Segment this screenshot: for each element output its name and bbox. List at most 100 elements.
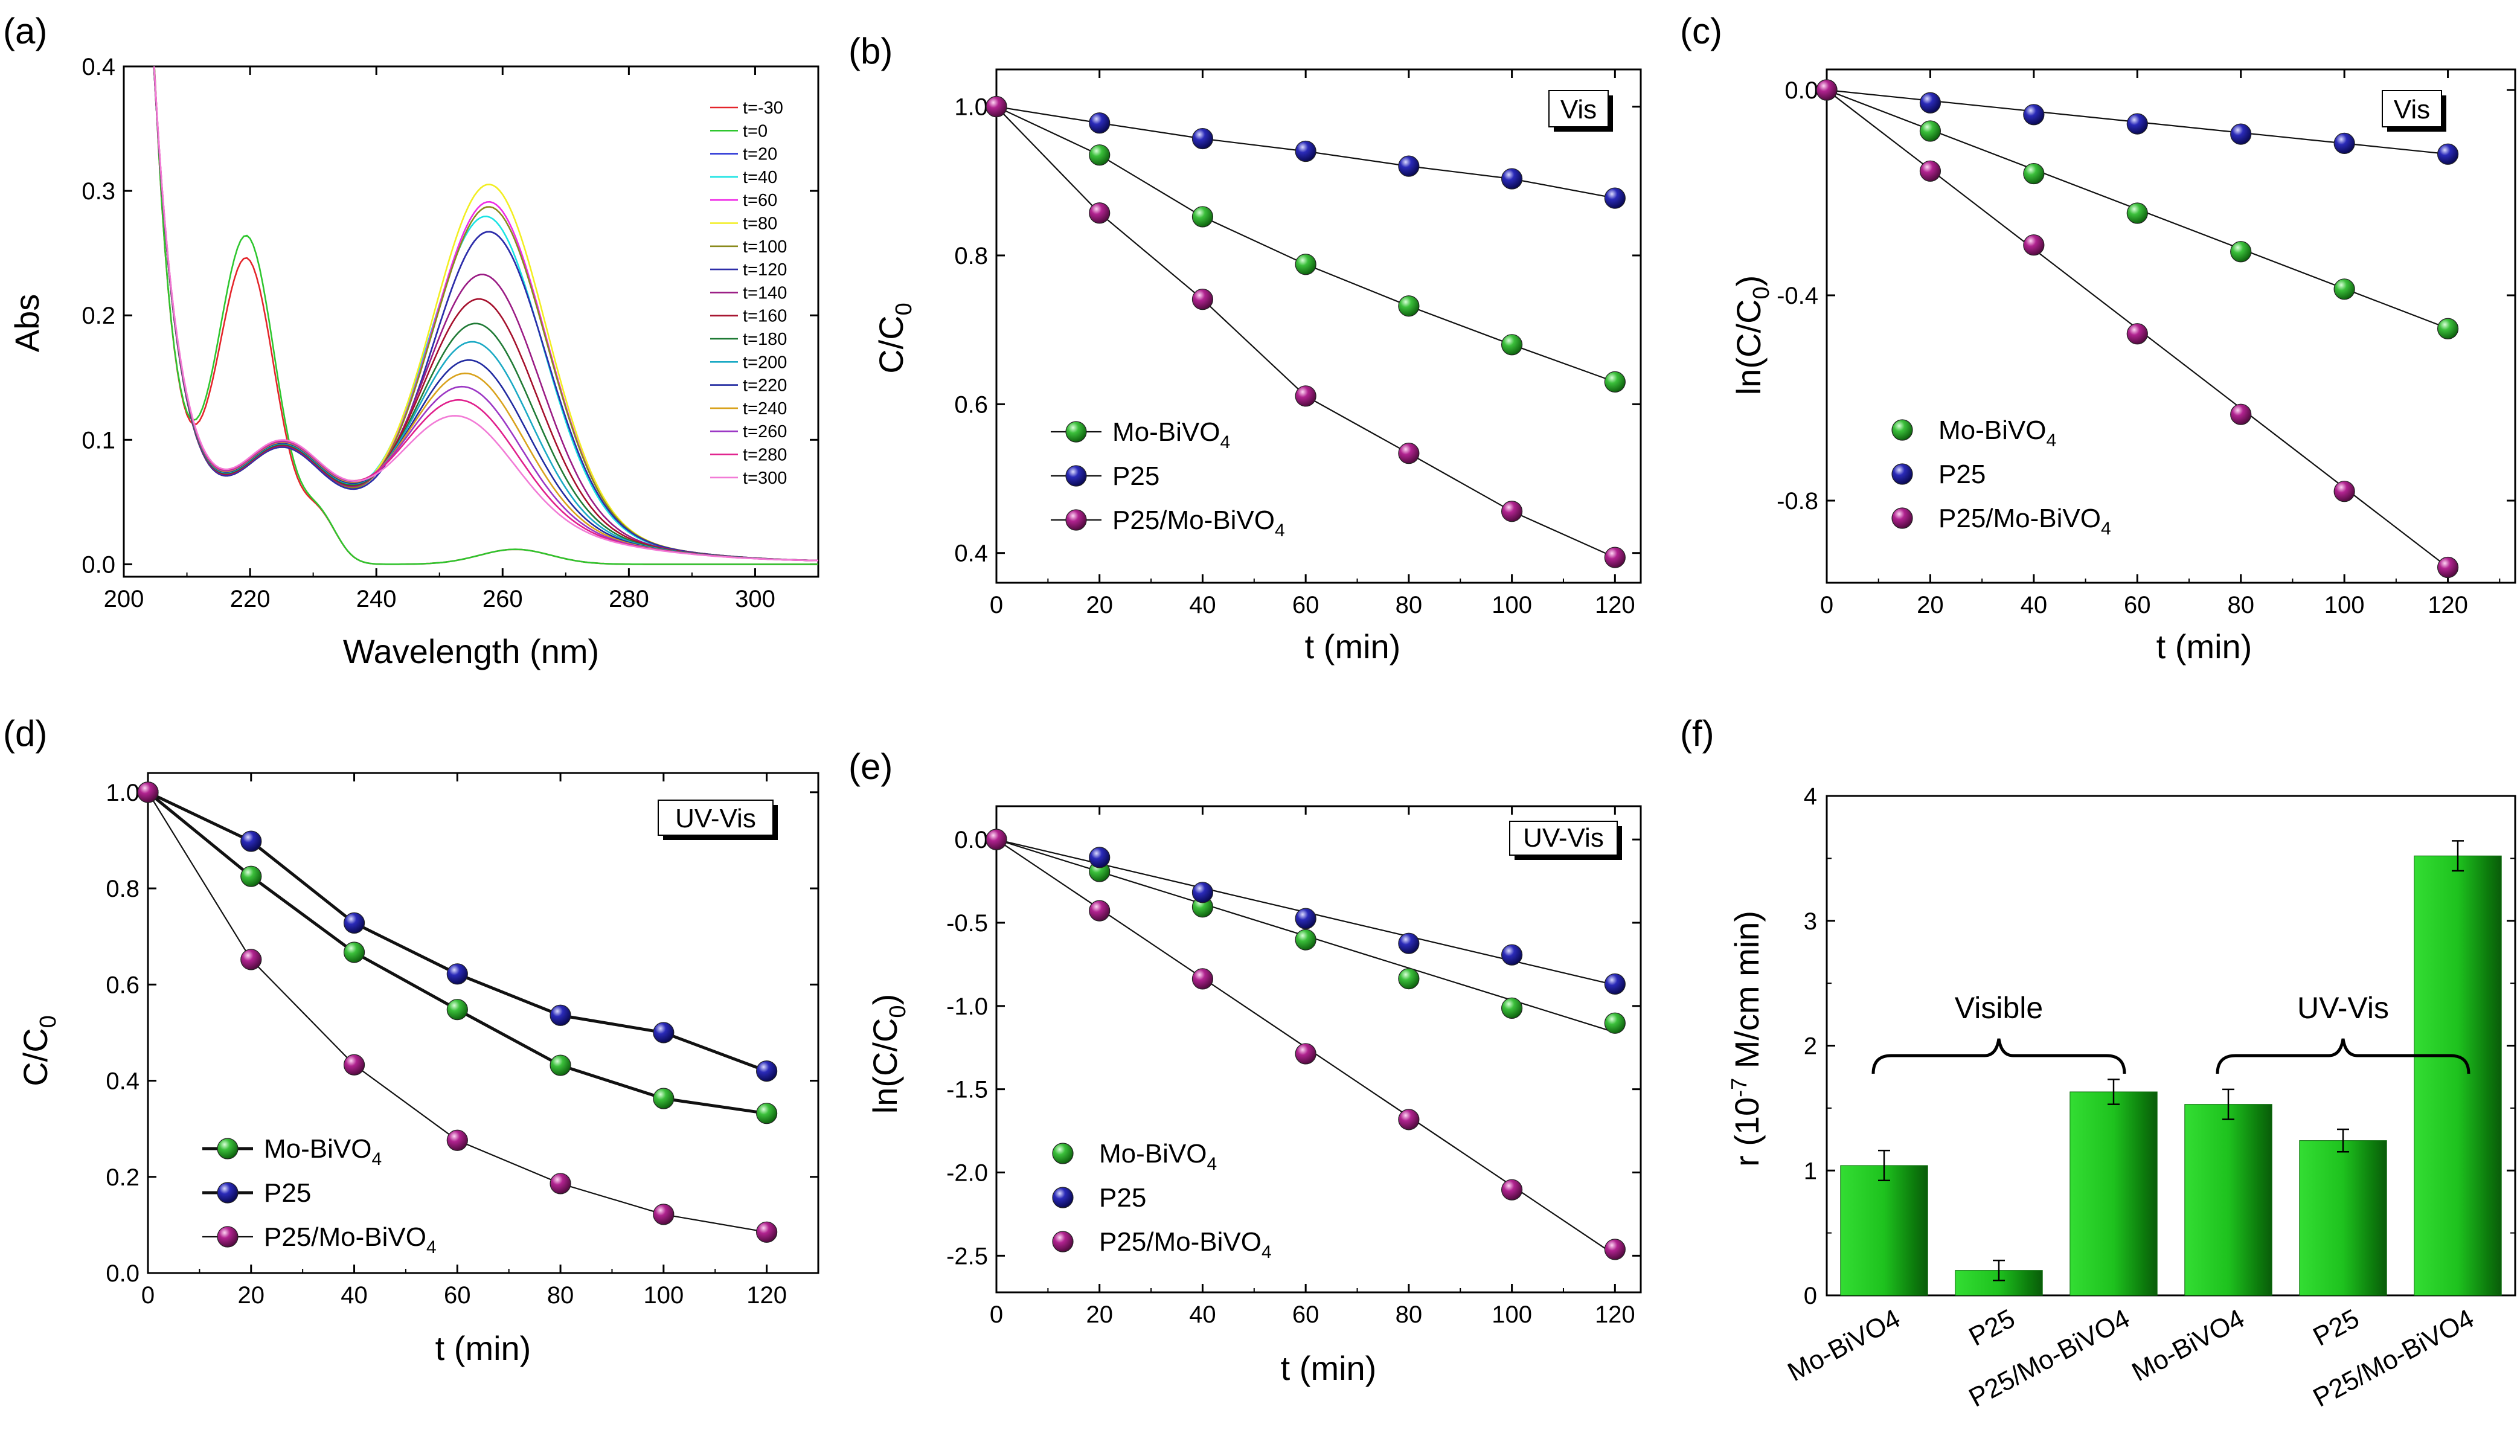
x-tick-label: 60 xyxy=(2124,592,2151,618)
legend-label-main: P25 xyxy=(1938,460,1986,489)
data-point-2-4 xyxy=(2230,403,2252,425)
legend-label-2: t=20 xyxy=(743,145,777,164)
y-tick-label: -2.5 xyxy=(946,1243,988,1269)
legend-label-sub: 4 xyxy=(371,1149,382,1169)
panel-e-plot xyxy=(986,829,1626,1260)
curve-t=60 xyxy=(153,66,818,562)
data-point-2-0 xyxy=(137,781,159,803)
data-point-2-4 xyxy=(1398,443,1420,464)
x-tick-label: 220 xyxy=(230,586,271,612)
data-point-2-5 xyxy=(653,1204,675,1225)
legend-label-9: t=160 xyxy=(743,307,787,326)
x-tick-label: 0 xyxy=(990,592,1003,618)
curve-t=20 xyxy=(153,66,818,562)
panel-d-tag: UV-Vis xyxy=(658,800,778,840)
panel-c-legend: Mo-BiVO4 P25 P25/Mo-BiVO4 xyxy=(1891,415,2111,539)
curve-t=220 xyxy=(153,66,818,562)
legend-label-main: Mo-BiVO xyxy=(264,1134,371,1164)
y-tick-label: 4 xyxy=(1804,783,1817,810)
legend-marker-2 xyxy=(1052,1231,1074,1252)
x-tick-label: 80 xyxy=(2227,592,2254,618)
x-tick-label: 60 xyxy=(444,1282,471,1309)
data-point-2-1 xyxy=(1089,202,1111,224)
legend-marker-1 xyxy=(217,1182,239,1204)
data-point-2-3 xyxy=(2126,323,2148,345)
panel-f-axes: 0 1 2 3 4 xyxy=(1804,783,2516,1309)
legend-label-0: Mo-BiVO4 xyxy=(1099,1139,1217,1174)
legend-label-15: t=280 xyxy=(743,446,787,465)
x-tick-label: 100 xyxy=(1492,592,1532,618)
data-point-1-3 xyxy=(1295,908,1316,929)
panel-c-frame xyxy=(1826,68,2516,584)
data-point-2-3 xyxy=(446,1129,468,1151)
legend-label-main: Mo-BiVO xyxy=(1099,1139,1207,1169)
legend-label-0: Mo-BiVO4 xyxy=(264,1134,382,1169)
curve-t=280 xyxy=(153,66,818,562)
x-tick-label: 280 xyxy=(609,586,649,612)
legend-marker-1 xyxy=(1052,1187,1074,1208)
y-tick-label: -1.0 xyxy=(946,993,988,1020)
x-tick-label: 100 xyxy=(1492,1301,1532,1328)
legend-label-2: P25/Mo-BiVO4 xyxy=(1938,504,2111,539)
legend-marker-1 xyxy=(1065,465,1087,487)
x-tick-label: 120 xyxy=(1595,1301,1635,1328)
data-point-0-1 xyxy=(240,865,262,887)
x-tick-label: 260 xyxy=(483,586,523,612)
legend-label-13: t=240 xyxy=(743,399,787,419)
data-point-0-6 xyxy=(1604,371,1626,393)
data-point-1-6 xyxy=(756,1060,778,1082)
panel-e-tag: UV-Vis xyxy=(1509,821,1622,860)
legend-label-12: t=220 xyxy=(743,376,787,396)
legend-label-0: t=-30 xyxy=(743,98,783,118)
x-tick-label: 40 xyxy=(2021,592,2048,618)
data-point-1-4 xyxy=(2230,123,2252,145)
bar-2 xyxy=(2070,1091,2158,1296)
y-tick-label: 1.0 xyxy=(106,780,139,806)
panel-d-frame xyxy=(147,772,819,1274)
panel-b-xlabel: t (min) xyxy=(1305,627,1401,665)
bar-0 xyxy=(1840,1165,1928,1296)
legend-label-sub: 4 xyxy=(1207,1154,1217,1174)
panel-c-label: (c) xyxy=(1680,11,1722,51)
data-point-1-2 xyxy=(343,912,365,934)
data-point-2-5 xyxy=(2333,481,2355,502)
y-tick-label: 0.4 xyxy=(954,540,988,567)
data-point-1-2 xyxy=(1191,127,1214,150)
legend-label-sub: 4 xyxy=(1275,521,1285,540)
y-tick-label: -2.0 xyxy=(946,1160,988,1187)
legend-label-main: P25/Mo-BiVO xyxy=(264,1222,426,1252)
bar-5 xyxy=(2414,855,2502,1296)
curve-t=40 xyxy=(153,66,818,562)
data-point-2-6 xyxy=(1604,547,1626,568)
data-point-2-3 xyxy=(1295,1043,1316,1065)
legend-label-0: Mo-BiVO4 xyxy=(1938,415,2056,451)
panel-f-frame xyxy=(1826,795,2516,1297)
panel-b-ylabel: C/C0 xyxy=(872,303,917,374)
panel-d-tag-text: UV-Vis xyxy=(675,804,756,833)
data-point-0-2 xyxy=(343,941,365,963)
legend-label-6: t=100 xyxy=(743,237,787,257)
x-tick-label: 240 xyxy=(356,586,397,612)
panel-a-xlabel: Wavelength (nm) xyxy=(343,632,599,670)
data-point-0-6 xyxy=(1604,1012,1626,1034)
curve-t=100 xyxy=(153,66,818,562)
data-point-2-4 xyxy=(1398,1109,1420,1130)
data-point-0-4 xyxy=(1398,968,1420,990)
data-point-0-1 xyxy=(1089,144,1111,166)
legend-label-2: P25/Mo-BiVO4 xyxy=(1112,505,1285,540)
panel-c-xlabel: t (min) xyxy=(2156,627,2252,665)
data-point-0-4 xyxy=(1398,295,1420,317)
y-tick-label: 0.1 xyxy=(82,427,115,454)
group-label-0: Visible xyxy=(1955,991,2043,1025)
y-tick-label: 0.8 xyxy=(106,876,139,902)
legend-marker-2 xyxy=(1065,509,1087,531)
x-tick-label: 300 xyxy=(735,586,775,612)
legend-label-0: Mo-BiVO4 xyxy=(1112,417,1230,452)
curve-t=300 xyxy=(153,66,818,562)
legend-label-main: P25/Mo-BiVO xyxy=(1099,1227,1262,1257)
